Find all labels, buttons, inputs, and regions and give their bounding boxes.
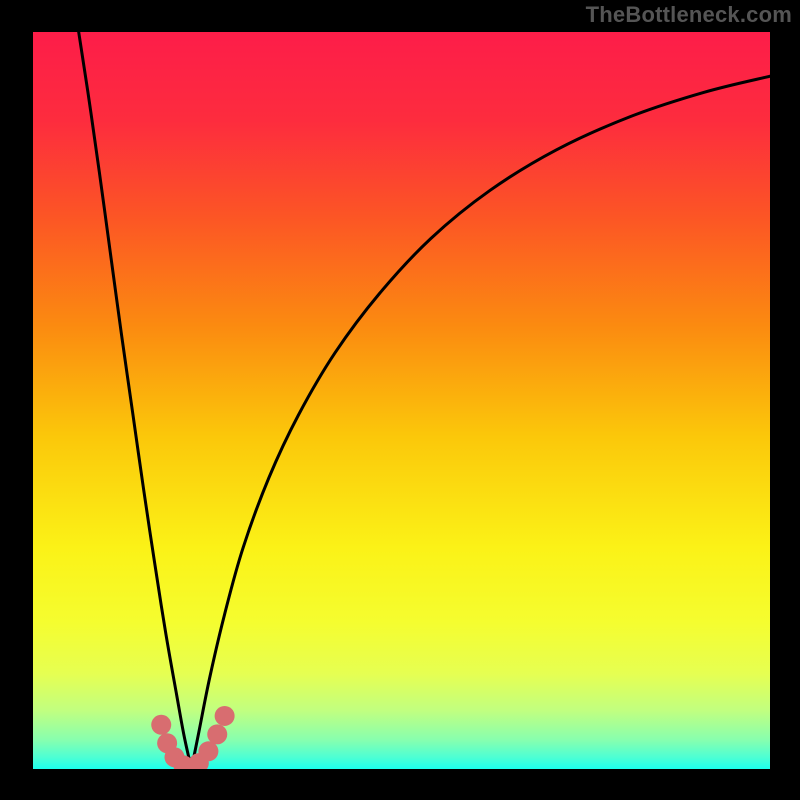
watermark-label: TheBottleneck.com bbox=[586, 2, 792, 28]
chart-background bbox=[33, 32, 770, 769]
bottleneck-chart bbox=[33, 32, 770, 769]
marker-dot bbox=[207, 724, 227, 744]
root-frame: TheBottleneck.com bbox=[0, 0, 800, 800]
marker-dot bbox=[215, 706, 235, 726]
marker-dot bbox=[151, 715, 171, 735]
marker-dot bbox=[198, 741, 218, 761]
